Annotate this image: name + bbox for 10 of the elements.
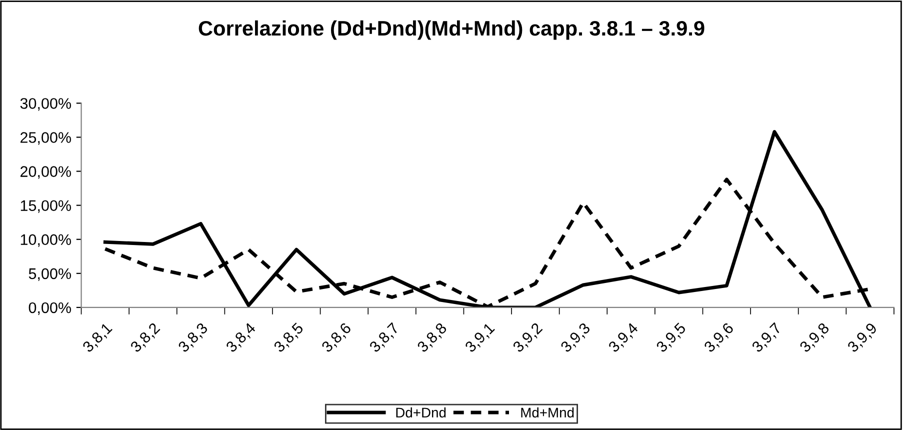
legend-label: Md+Mnd: [521, 407, 574, 418]
y-tick-label: 0,00%: [28, 302, 72, 315]
y-tick-label: 20,00%: [20, 166, 72, 179]
y-tick-label: 15,00%: [20, 200, 72, 213]
y-tick-label: 10,00%: [20, 234, 72, 247]
y-tick-label: 25,00%: [20, 132, 72, 145]
y-tick-label: 5,00%: [28, 268, 72, 281]
chart-title: Correlazione (Dd+Dnd)(Md+Mnd) capp. 3.8.1 – 3.9.9: [198, 20, 704, 40]
legend-label: Dd+Dnd: [396, 407, 446, 418]
y-tick-label: 30,00%: [20, 98, 72, 111]
